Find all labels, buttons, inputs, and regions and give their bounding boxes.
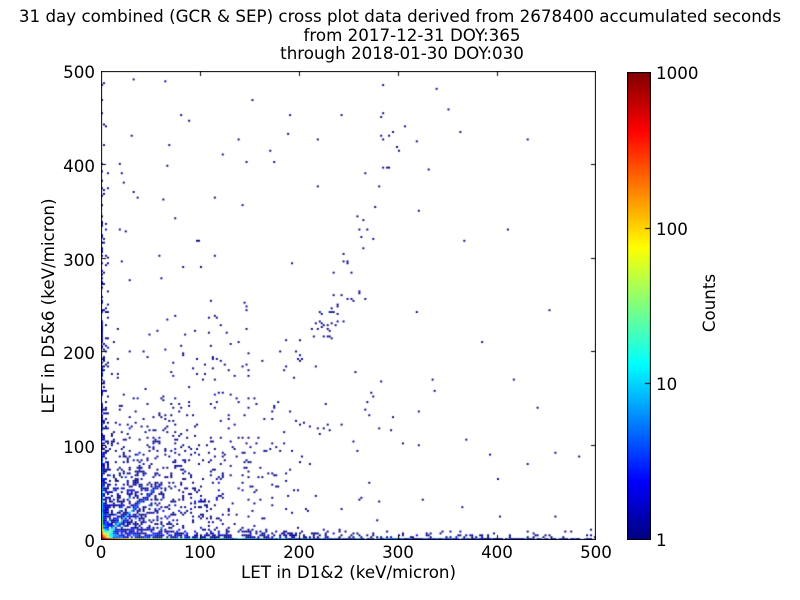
y-tick-label-200: 200 [63, 343, 95, 364]
colorbar-tick-label-1000: 1000 [656, 63, 699, 83]
colorbar-tick-label-1: 1 [656, 530, 667, 550]
colorbar-canvas [627, 72, 651, 540]
scatter-plot-canvas [101, 71, 596, 540]
colorbar-label: Counts [699, 273, 719, 333]
x-tick-label-400: 400 [481, 542, 513, 562]
colorbar-tick-label-100: 100 [656, 218, 688, 239]
y-axis-label: LET in D5&6 (keV/micron) [38, 198, 58, 413]
y-tick-label-400: 400 [63, 155, 95, 176]
x-tick-label-300: 300 [382, 542, 414, 562]
y-tick-label-100: 100 [63, 437, 95, 458]
x-tick-label-100: 100 [184, 542, 216, 562]
y-tick-label-500: 500 [63, 62, 95, 82]
x-tick-label-500: 500 [580, 542, 612, 562]
plot-title: 31 day combined (GCR & SEP) cross plot d… [0, 7, 800, 63]
plot-title-line2: from 2017-12-31 DOY:365 [303, 24, 521, 45]
plot-title-line3: through 2018-01-30 DOY:030 [280, 43, 524, 63]
x-tick-label-200: 200 [283, 542, 315, 562]
y-tick-label-300: 300 [63, 249, 95, 270]
x-tick-label-0: 0 [95, 542, 107, 562]
y-tick-label-0: 0 [84, 531, 95, 551]
x-axis-label: LET in D1&2 (keV/micron) [241, 561, 456, 582]
plot-title-line1: 31 day combined (GCR & SEP) cross plot d… [18, 6, 782, 26]
colorbar-tick-label-10: 10 [656, 374, 678, 395]
